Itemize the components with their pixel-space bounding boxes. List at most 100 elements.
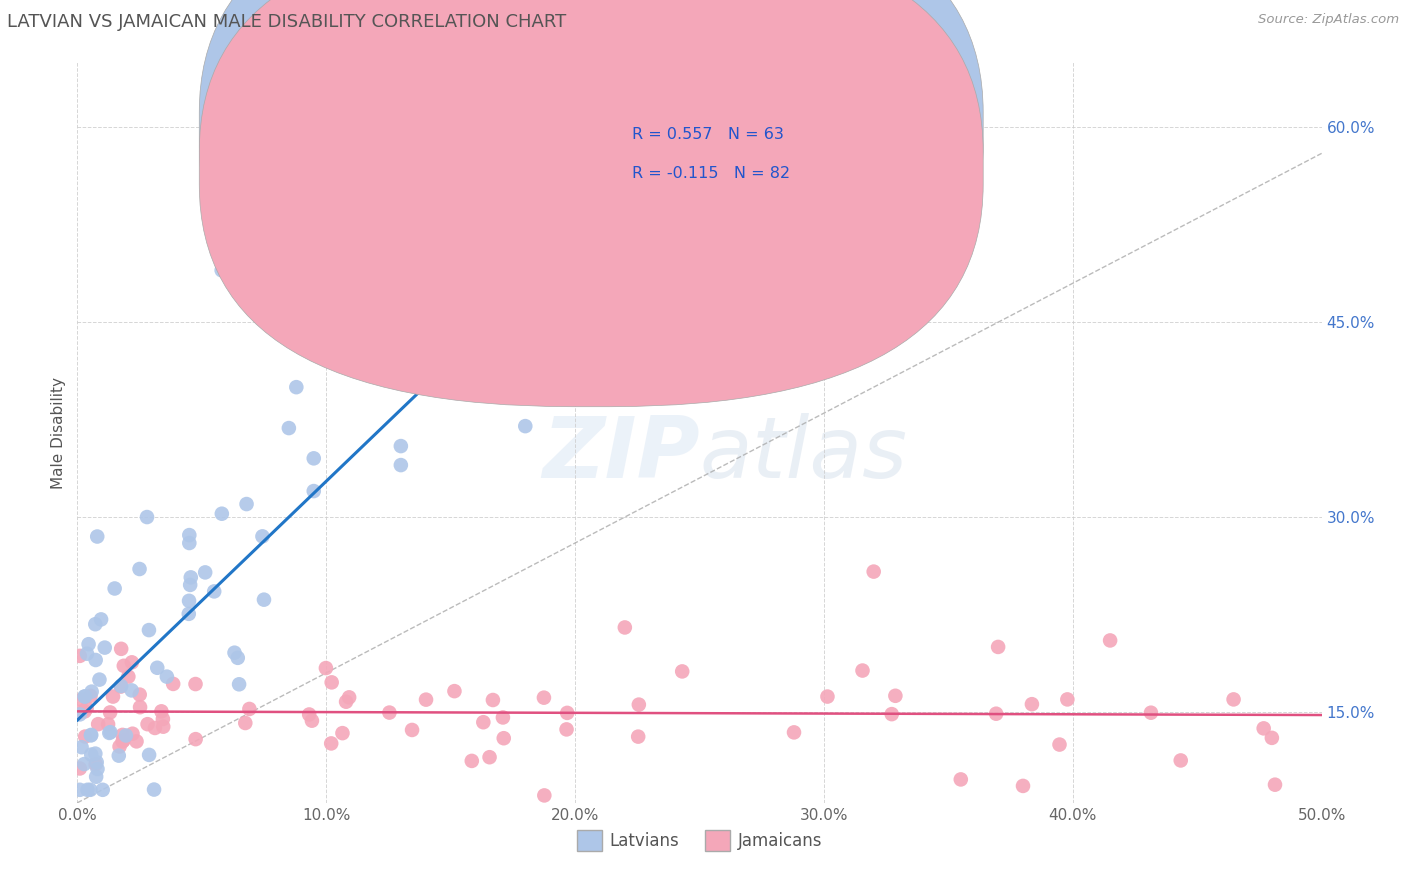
Point (115, 729, 138, 743)
Point (1253, 722, 1275, 736)
Point (98, 706, 121, 720)
Text: R = -0.115   N = 82: R = -0.115 N = 82 (633, 166, 790, 181)
Point (110, 680, 132, 694)
Point (851, 664, 873, 678)
Point (77, 637, 100, 651)
Point (86, 756, 108, 770)
Point (1012, 779, 1035, 793)
Point (80, 747, 103, 762)
Point (136, 510, 159, 524)
Point (1264, 778, 1286, 792)
Point (984, 706, 1007, 721)
Text: atlas: atlas (700, 413, 907, 496)
Point (111, 734, 134, 748)
Point (73, 757, 96, 772)
Point (152, 712, 174, 726)
Point (443, 684, 465, 698)
Point (177, 594, 200, 608)
Point (194, 566, 217, 580)
Point (226, 650, 249, 665)
Point (783, 725, 806, 739)
Point (152, 720, 174, 734)
Point (884, 689, 907, 703)
Point (125, 734, 148, 748)
Point (179, 536, 201, 550)
Point (482, 693, 505, 707)
Point (555, 723, 578, 737)
Point (128, 562, 150, 576)
FancyBboxPatch shape (200, 0, 983, 407)
Point (533, 789, 555, 803)
Point (301, 714, 323, 728)
Point (69, 648, 91, 663)
Point (949, 772, 972, 787)
Point (1056, 692, 1078, 706)
Point (128, 688, 150, 702)
Point (143, 782, 166, 797)
Point (177, 607, 200, 621)
Text: R = 0.557   N = 63: R = 0.557 N = 63 (633, 127, 785, 142)
Point (378, 706, 401, 720)
Point (76, 701, 98, 715)
Point (80, 728, 103, 742)
Point (73, 705, 96, 719)
Point (211, 263, 233, 277)
Point (97, 717, 120, 731)
Point (478, 750, 501, 764)
Point (75, 690, 97, 704)
Point (492, 710, 515, 724)
Point (461, 754, 484, 768)
Point (129, 700, 152, 714)
Point (298, 707, 321, 722)
Point (492, 731, 515, 746)
Point (121, 727, 143, 741)
Point (87, 717, 110, 731)
FancyBboxPatch shape (550, 92, 873, 195)
Point (180, 570, 202, 584)
Point (332, 726, 354, 740)
Point (98, 725, 121, 739)
Point (136, 717, 159, 731)
Point (515, 246, 537, 260)
Point (90, 612, 112, 626)
Point (69, 705, 91, 719)
Point (401, 723, 423, 737)
Text: ZIP: ZIP (541, 413, 700, 496)
Point (389, 458, 412, 472)
Point (1099, 633, 1122, 648)
Point (315, 661, 337, 675)
Point (627, 730, 650, 744)
Point (101, 690, 124, 704)
Point (121, 683, 143, 698)
Y-axis label: Male Disability: Male Disability (51, 376, 66, 489)
Point (146, 661, 169, 675)
Point (671, 665, 693, 679)
Point (211, 507, 233, 521)
Point (93, 640, 115, 655)
Point (1021, 697, 1043, 711)
Point (1049, 738, 1071, 752)
Point (184, 732, 207, 747)
Point (86, 762, 108, 776)
Point (107, 748, 129, 763)
Point (179, 528, 201, 542)
Point (117, 670, 139, 684)
Text: LATVIAN VS JAMAICAN MALE DISABILITY CORRELATION CHART: LATVIAN VS JAMAICAN MALE DISABILITY CORR… (7, 13, 567, 31)
Point (80, 728, 103, 742)
Point (555, 706, 578, 720)
Point (111, 728, 134, 742)
Point (277, 421, 299, 435)
Point (515, 419, 537, 434)
Point (108, 739, 131, 754)
Point (1261, 731, 1284, 745)
Point (69, 782, 91, 797)
Point (613, 620, 636, 634)
Point (817, 690, 839, 704)
Point (84, 747, 107, 761)
Point (224, 646, 246, 660)
Point (337, 690, 360, 705)
Point (86, 529, 108, 543)
Point (415, 692, 437, 706)
Point (285, 380, 308, 394)
Point (228, 677, 250, 691)
